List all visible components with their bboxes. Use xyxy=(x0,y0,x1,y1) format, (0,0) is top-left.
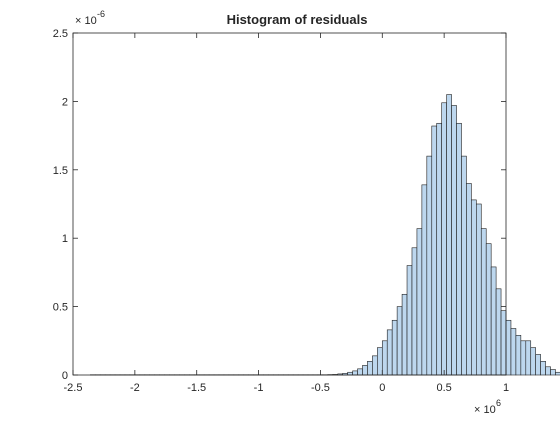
histogram-bar xyxy=(358,369,363,375)
histogram-bar xyxy=(471,200,476,375)
y-scale-label: × 10 xyxy=(75,15,97,27)
histogram-bar xyxy=(496,289,501,375)
histogram-bar xyxy=(501,311,506,375)
histogram-bar xyxy=(541,361,546,375)
histogram-bar xyxy=(511,328,516,375)
histogram-bar xyxy=(466,183,471,375)
histogram-bar xyxy=(486,244,491,375)
histogram-bar xyxy=(476,204,481,375)
y-tick-label: 0.5 xyxy=(53,302,68,314)
x-tick-label: -2.5 xyxy=(64,382,83,394)
histogram-bar xyxy=(447,95,452,375)
histogram-bar xyxy=(427,156,432,375)
x-tick-label: -0.5 xyxy=(311,382,330,394)
histogram-bar xyxy=(392,320,397,375)
histogram-bar xyxy=(551,370,556,375)
x-tick-label: -1 xyxy=(254,382,264,394)
histogram-bar xyxy=(382,341,387,375)
histogram-bar xyxy=(372,356,377,375)
x-tick-label: 1 xyxy=(503,382,509,394)
histogram-bar xyxy=(387,330,392,375)
histogram-bar xyxy=(397,307,402,375)
histogram-bar xyxy=(481,229,486,375)
histogram-bar xyxy=(531,348,536,375)
histogram-bar xyxy=(407,266,412,375)
x-tick-label: -2 xyxy=(130,382,140,394)
histogram-bar xyxy=(546,367,551,375)
histogram-bar xyxy=(412,248,417,375)
histogram-bar xyxy=(516,335,521,375)
x-scale-exponent: 6 xyxy=(496,398,501,408)
y-tick-label: 2.5 xyxy=(53,28,68,40)
histogram-bar xyxy=(526,341,531,375)
histogram-bar xyxy=(377,348,382,375)
y-tick-label: 1 xyxy=(62,233,68,245)
histogram-bar xyxy=(442,103,447,375)
histogram-bar xyxy=(536,354,541,375)
histogram-bar xyxy=(348,372,353,375)
y-tick-label: 2 xyxy=(62,96,68,108)
histogram-bar xyxy=(437,123,442,375)
histogram-bar xyxy=(491,267,496,375)
y-scale-exponent: -6 xyxy=(97,9,105,19)
x-tick-label: 0.5 xyxy=(436,382,451,394)
histogram-bar xyxy=(452,106,457,376)
histogram-bar xyxy=(506,320,511,375)
histogram-bar xyxy=(402,294,407,375)
y-tick-label: 0 xyxy=(62,370,68,382)
chart-title: Histogram of residuals xyxy=(227,12,368,27)
histogram-bar xyxy=(353,371,358,375)
histogram-bar xyxy=(457,123,462,375)
y-tick-label: 1.5 xyxy=(53,165,68,177)
histogram-bar xyxy=(367,361,372,375)
x-tick-label: -1.5 xyxy=(187,382,206,394)
histogram-bar xyxy=(521,341,526,375)
histogram-bar xyxy=(422,185,427,375)
histogram-bar xyxy=(417,229,422,375)
histogram-bar xyxy=(362,365,367,375)
histogram-bar xyxy=(432,126,437,375)
histogram-bar xyxy=(461,156,466,375)
x-scale-label: × 10 xyxy=(474,404,496,416)
x-tick-label: 0 xyxy=(379,382,385,394)
histogram-bar xyxy=(555,372,560,375)
